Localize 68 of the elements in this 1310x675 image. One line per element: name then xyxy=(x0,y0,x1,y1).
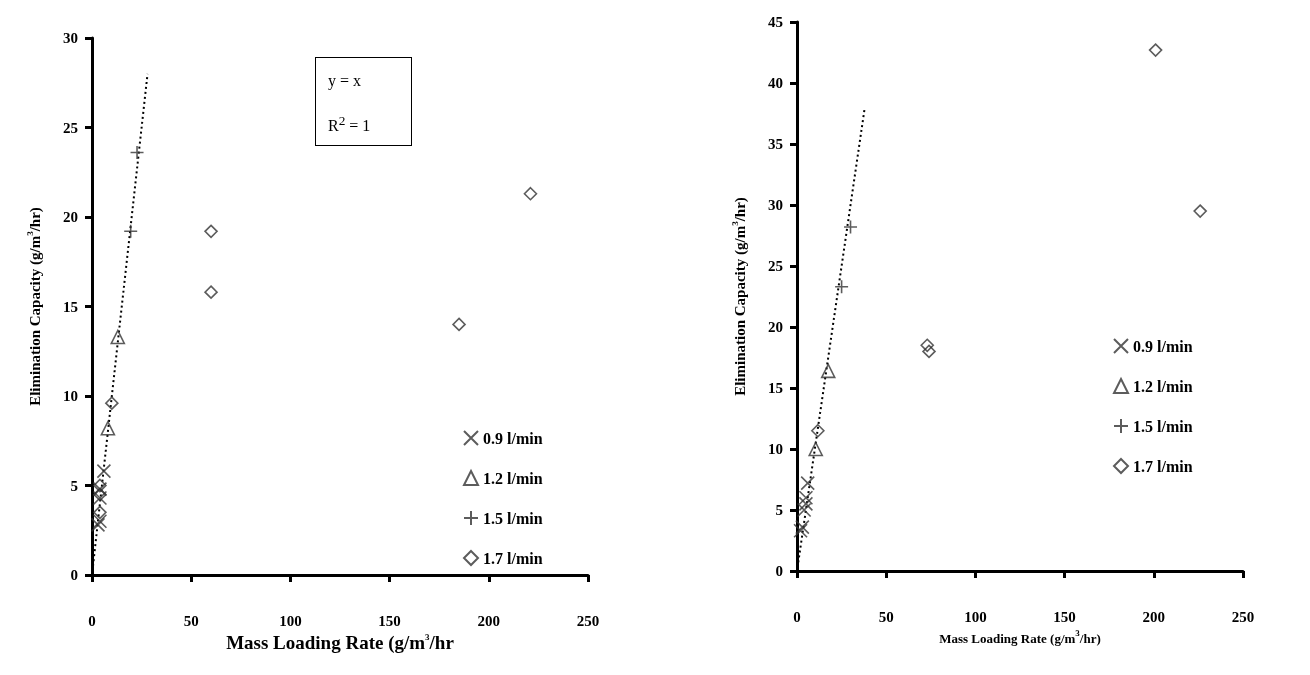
x-tick-label: 200 xyxy=(1142,608,1166,625)
x-tick-label: 0 xyxy=(88,612,96,629)
point xyxy=(204,285,218,299)
y-tick-label: 0 xyxy=(775,563,783,579)
note-box: y = x R$^{2}$ = 1 xyxy=(315,57,412,147)
annotation: y = x xyxy=(328,72,363,90)
y-axis-title: Elimination Capacity (g/m3/hr) xyxy=(24,207,44,406)
point xyxy=(820,363,836,379)
y-tick-label: 25 xyxy=(63,119,78,136)
x-tick-label: 150 xyxy=(378,612,401,629)
point xyxy=(795,519,810,535)
y-tick-label: 0 xyxy=(70,567,78,583)
x-tick-label: 200 xyxy=(477,612,501,629)
x-tick-label: 150 xyxy=(1053,608,1076,625)
legend-label: 1.5 l/min xyxy=(1133,417,1193,435)
point xyxy=(105,396,119,410)
point xyxy=(922,344,936,359)
legend-label: 1.7 l/min xyxy=(1133,457,1193,475)
y-tick-label: 20 xyxy=(768,319,783,335)
annotation: R$^{2}$ = 1 xyxy=(328,112,372,136)
legend-label: 1.7 l/min xyxy=(483,549,543,567)
x-tick-label: 0 xyxy=(793,608,801,625)
point xyxy=(523,186,538,201)
legend-label: 0.9 l/min xyxy=(483,429,543,447)
point xyxy=(96,463,112,479)
point xyxy=(811,423,825,438)
y-tick-label: 25 xyxy=(768,258,783,274)
y-tick-label: 45 xyxy=(768,14,783,30)
y-tick-label: 40 xyxy=(768,75,783,91)
point xyxy=(100,420,116,436)
y-tick-label: 35 xyxy=(768,136,783,152)
point xyxy=(90,517,106,533)
legend-label: 1.5 l/min xyxy=(483,509,543,527)
point xyxy=(93,505,107,520)
point xyxy=(793,523,808,539)
point xyxy=(920,338,935,353)
point xyxy=(452,317,466,332)
legend-label: 0.9 l/min xyxy=(1133,337,1193,355)
x-tick-label: 250 xyxy=(1231,608,1255,625)
y-tick-label: 30 xyxy=(768,197,783,213)
point xyxy=(808,441,824,457)
x-tick-label: 50 xyxy=(878,608,894,625)
y-tick-label: 5 xyxy=(70,477,78,494)
y-tick-label: 5 xyxy=(775,502,783,518)
legend-label: 1.2 l/min xyxy=(483,469,543,487)
y-tick-label: 30 xyxy=(63,30,78,46)
point xyxy=(92,481,108,497)
y-tick-label: 20 xyxy=(63,209,78,225)
point xyxy=(1193,204,1207,218)
legend-label: 1.2 l/min xyxy=(1133,377,1193,395)
x-tick-label: 250 xyxy=(576,612,600,629)
point xyxy=(93,487,107,502)
point xyxy=(110,329,126,345)
x-tick-label: 100 xyxy=(964,608,987,625)
y-axis-title: Elimination Capacity (g/m3/hr) xyxy=(729,197,749,396)
x-tick-label: 100 xyxy=(279,612,302,629)
y-tick-label: 15 xyxy=(63,298,78,315)
y-tick-label: 10 xyxy=(63,388,78,404)
point xyxy=(93,478,107,493)
point xyxy=(92,490,108,506)
point xyxy=(1148,43,1163,57)
point xyxy=(204,224,218,239)
point xyxy=(92,514,108,529)
y-tick-label: 15 xyxy=(768,380,783,396)
x-tick-label: 50 xyxy=(183,612,199,629)
point xyxy=(798,496,814,512)
y-tick-label: 10 xyxy=(768,441,783,457)
point xyxy=(834,279,849,295)
